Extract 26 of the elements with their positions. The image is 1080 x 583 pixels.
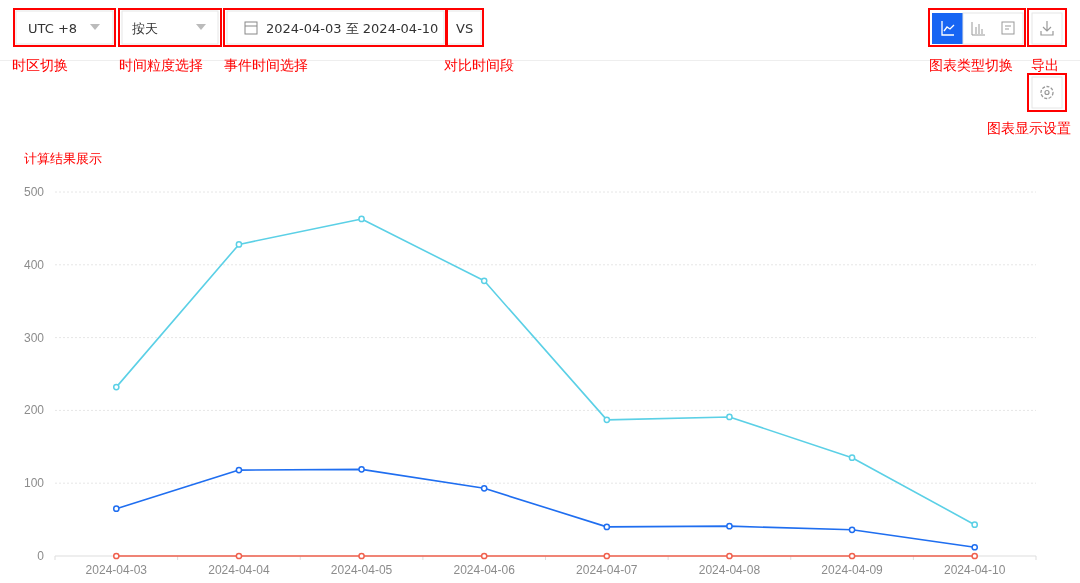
y-tick-label: 500: [23, 185, 45, 199]
text: 导出: [1031, 57, 1059, 73]
text: 对比时间段: [444, 57, 514, 73]
x-tick-label: 2024-04-09: [821, 563, 884, 577]
x-tick-label: 2024-04-03: [85, 563, 148, 577]
x-tick-label: 2024-04-04: [208, 563, 270, 577]
text: 图表显示设置: [987, 120, 1071, 136]
x-tick-label: 2024-04-05: [330, 563, 393, 577]
text: 计算结果展示: [24, 151, 102, 166]
x-tick-label: 2024-04-08: [698, 563, 761, 577]
text: 图表类型切换: [929, 57, 1013, 73]
x-tick-label: 2024-04-10: [943, 563, 1006, 577]
y-tick-label: 0: [37, 549, 45, 563]
text: 时区切换: [12, 57, 68, 73]
x-tick-label: 2024-04-06: [453, 563, 516, 577]
text: 时间粒度选择: [119, 57, 203, 73]
text: 按天: [132, 21, 158, 36]
x-tick-label: 2024-04-07: [576, 563, 638, 577]
y-tick-label: 400: [23, 257, 45, 272]
text: 事件时间选择: [224, 57, 308, 73]
y-tick-label: 200: [23, 403, 45, 418]
text: 2024-04-03 至 2024-04-10: [266, 21, 439, 36]
y-tick-label: 100: [23, 476, 45, 491]
text: UTC +8: [28, 21, 78, 36]
y-tick-label: 300: [23, 330, 45, 345]
text: VS: [456, 21, 474, 36]
